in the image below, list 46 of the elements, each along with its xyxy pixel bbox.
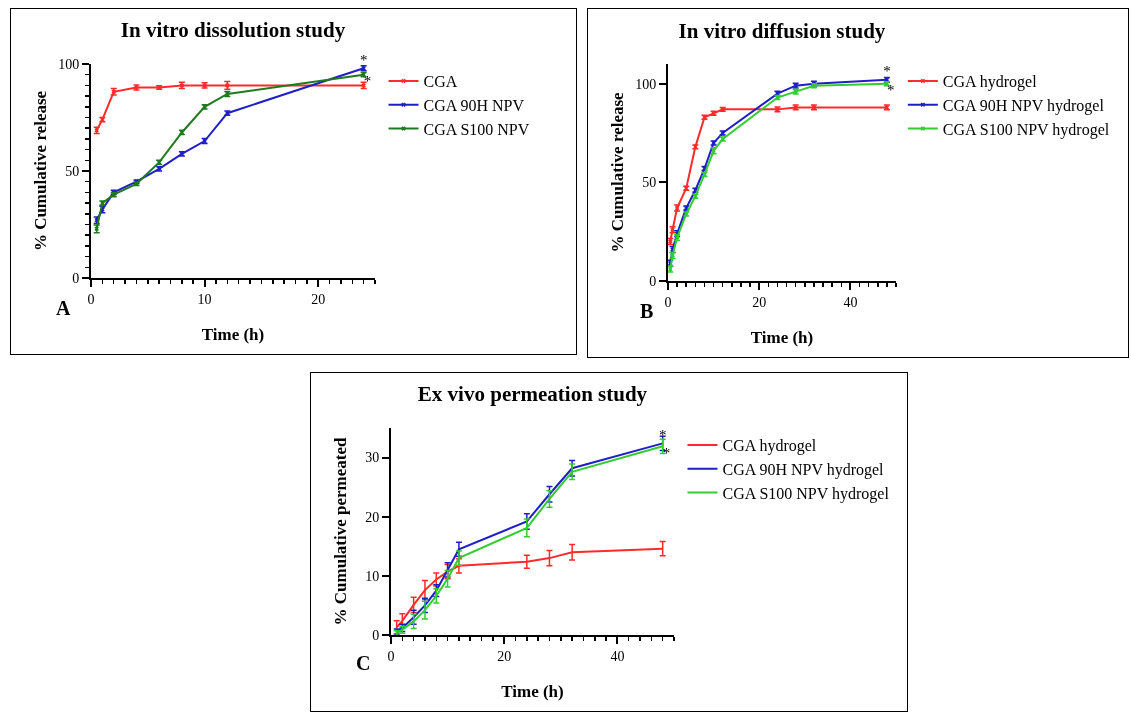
- legend-label: CGA hydrogel: [942, 73, 1038, 92]
- legend-label: CGA 90H NPV hydrogel: [722, 460, 885, 479]
- chart-title: In vitro diffusion study: [678, 18, 886, 43]
- x-tick-label: 20: [311, 291, 326, 307]
- y-axis-title: % Cumulative permeated: [331, 437, 350, 626]
- text: A: [56, 297, 71, 319]
- text: C: [356, 652, 371, 674]
- chart-title: Ex vivo permeation study: [417, 382, 648, 407]
- annotation: *: [359, 51, 368, 68]
- annotation: *: [658, 426, 667, 443]
- y-tick-label: 0: [372, 627, 380, 643]
- y-axis-title: % Cumulative release: [608, 91, 627, 253]
- annotation: *: [883, 63, 891, 80]
- x-tick-label: 40: [843, 294, 858, 310]
- y-tick-label: 50: [65, 163, 80, 179]
- y-tick-label: 50: [642, 175, 657, 191]
- y-tick-label: 0: [649, 273, 657, 289]
- y-tick-label: 0: [72, 270, 80, 286]
- text: B: [640, 300, 654, 322]
- x-axis-title: Time (h): [501, 682, 564, 701]
- x-tick-label: 10: [197, 291, 212, 307]
- legend-label: CGA S100 NPV hydrogel: [942, 120, 1110, 139]
- y-tick-label: 100: [635, 76, 657, 92]
- x-tick-label: 0: [87, 291, 95, 307]
- chart-title: In vitro dissolution study: [120, 18, 346, 43]
- x-tick-label: 0: [664, 294, 672, 310]
- legend-label: CGA hydrogel: [722, 437, 817, 456]
- x-tick-label: 20: [497, 648, 512, 664]
- x-tick-label: 20: [752, 294, 767, 310]
- annotation: *: [363, 72, 372, 89]
- x-axis-title: Time (h): [201, 325, 265, 344]
- legend-label: CGA 90H NPV hydrogel: [942, 96, 1105, 115]
- annotation: *: [886, 81, 895, 98]
- y-tick-label: 20: [365, 509, 380, 525]
- y-tick-label: 100: [58, 56, 80, 72]
- legend-label: CGA: [423, 73, 458, 91]
- y-tick-label: 10: [365, 568, 380, 584]
- annotation: *: [662, 444, 671, 461]
- x-tick-label: 40: [610, 648, 625, 664]
- y-axis-title: % Cumulative release: [31, 90, 50, 252]
- x-axis-title: Time (h): [750, 328, 814, 347]
- y-tick-label: 30: [365, 450, 380, 466]
- legend-label: CGA 90H NPV: [423, 96, 525, 114]
- legend-label: CGA S100 NPV: [423, 120, 530, 138]
- x-tick-label: 0: [387, 648, 395, 664]
- legend-label: CGA S100 NPV hydrogel: [722, 484, 890, 503]
